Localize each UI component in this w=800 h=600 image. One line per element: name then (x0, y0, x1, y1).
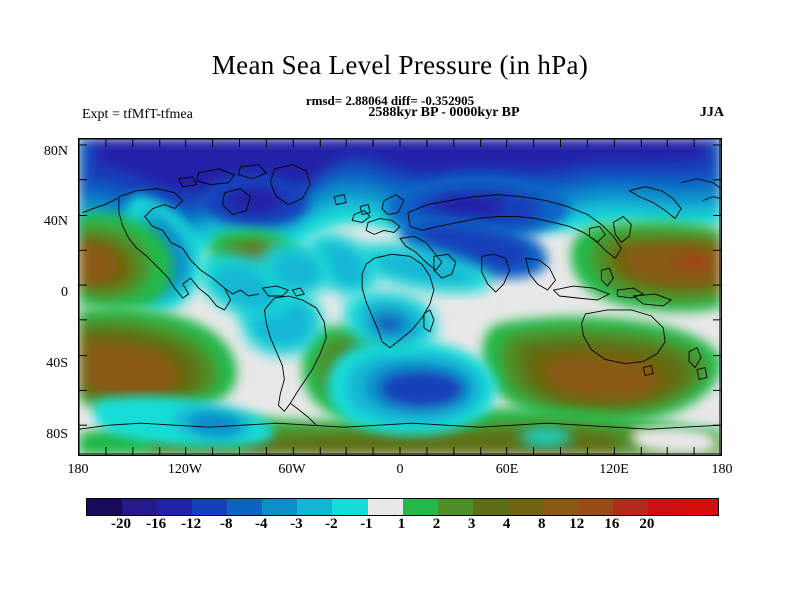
colorbar-tick-2: 2 (432, 516, 441, 532)
colorbar-swatch-0 (87, 499, 123, 515)
colorbar-swatch-13 (542, 499, 578, 515)
colorbar-swatch-10 (437, 499, 473, 515)
map-plot-area (78, 138, 722, 456)
x-tick-180e: 180 (711, 462, 733, 477)
colorbar-tick-1: 1 (397, 516, 406, 532)
colorbar-swatch-14 (577, 499, 613, 515)
colorbar-tick--8: -8 (219, 516, 233, 532)
colorbar-swatch-17 (683, 499, 719, 515)
x-tick-120w: 120W (167, 462, 203, 477)
y-tick-0: 0 (61, 285, 68, 300)
colorbar-tick--2: -2 (325, 516, 338, 532)
season-label: JJA (699, 105, 724, 120)
colorbar-tick--4: -4 (255, 516, 268, 532)
colorbar-swatch-1 (122, 499, 158, 515)
x-tick-120e: 120E (599, 462, 629, 477)
colorbar-swatch-4 (227, 499, 263, 515)
subtitle-stats: rmsd= 2.88064 diff= -0.352905 (305, 93, 475, 108)
colorbar-swatch-9 (402, 499, 438, 515)
colorbar-swatch-6 (297, 499, 333, 515)
colorbar-tick-4: 4 (502, 516, 511, 532)
colorbar-swatch-11 (472, 499, 508, 515)
x-tick-180w: 180 (67, 462, 89, 477)
colorbar-swatch-8 (367, 499, 403, 515)
colorbar-tick--3: -3 (290, 516, 303, 532)
y-tick-80s: 80S (46, 427, 68, 442)
colorbar (86, 498, 719, 516)
y-tick-40n: 40N (43, 214, 68, 229)
page-title: Mean Sea Level Pressure (in hPa) (211, 50, 589, 80)
colorbar-tick--20: -20 (111, 516, 132, 532)
y-tick-80n: 80N (43, 144, 68, 159)
colorbar-tick-16: 16 (604, 516, 620, 532)
colorbar-swatch-16 (648, 499, 684, 515)
colorbar-swatch-12 (507, 499, 543, 515)
colorbar-tick--1: -1 (360, 516, 373, 532)
x-tick-60e: 60E (495, 462, 519, 477)
x-tick-60w: 60W (278, 462, 306, 477)
colorbar-tick-8: 8 (537, 516, 546, 532)
anomaly-field (79, 139, 721, 455)
colorbar-swatch-5 (262, 499, 298, 515)
colorbar-tick-labels: -20 -16 -12 -8 -4 -3 -2 -1 1 2 3 4 8 12 16 20 (86, 516, 717, 538)
colorbar-tick--16: -16 (146, 516, 167, 532)
x-tick-0: 0 (396, 462, 404, 477)
colorbar-tick-3: 3 (467, 516, 476, 532)
colorbar-swatch-2 (157, 499, 193, 515)
colorbar-tick--12: -12 (181, 516, 202, 532)
subtitle-period: 2588kyr BP - 0000kyr BP (368, 105, 520, 120)
colorbar-tick-20: 20 (639, 516, 655, 532)
colorbar-tick-12: 12 (569, 516, 585, 532)
colorbar-swatch-15 (612, 499, 648, 515)
y-tick-40s: 40S (46, 356, 68, 371)
experiment-label: Expt = tfMfT-tfmea (82, 107, 193, 122)
colorbar-swatch-3 (192, 499, 228, 515)
colorbar-swatch-7 (332, 499, 368, 515)
